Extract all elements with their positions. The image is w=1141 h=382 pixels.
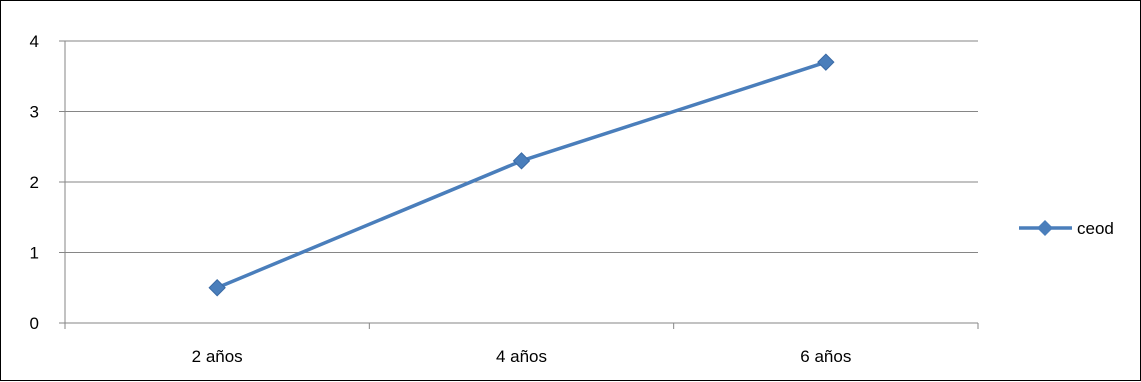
x-tick-labels: 2 años 4 años 6 años xyxy=(192,347,852,366)
series-line-ceod xyxy=(215,60,828,290)
data-point-marker xyxy=(208,279,226,297)
data-point-marker xyxy=(817,53,835,71)
y-tick-label: 0 xyxy=(30,314,39,333)
legend-label: ceod xyxy=(1077,219,1114,238)
y-tick-label: 4 xyxy=(30,32,39,51)
gridlines xyxy=(65,40,978,253)
x-tick-label: 6 años xyxy=(800,347,851,366)
y-tick-label: 3 xyxy=(30,103,39,122)
y-tick-labels: 0 1 2 3 4 xyxy=(30,32,39,333)
series xyxy=(208,53,835,297)
axes xyxy=(59,40,979,329)
y-tick-label: 2 xyxy=(30,173,39,192)
x-tick-label: 4 años xyxy=(496,347,547,366)
data-point-marker xyxy=(512,152,531,170)
y-tick-label: 1 xyxy=(30,244,39,263)
legend[interactable]: ceod xyxy=(1019,219,1114,238)
legend-marker-icon xyxy=(1037,220,1053,236)
x-tick-label: 2 años xyxy=(192,347,243,366)
